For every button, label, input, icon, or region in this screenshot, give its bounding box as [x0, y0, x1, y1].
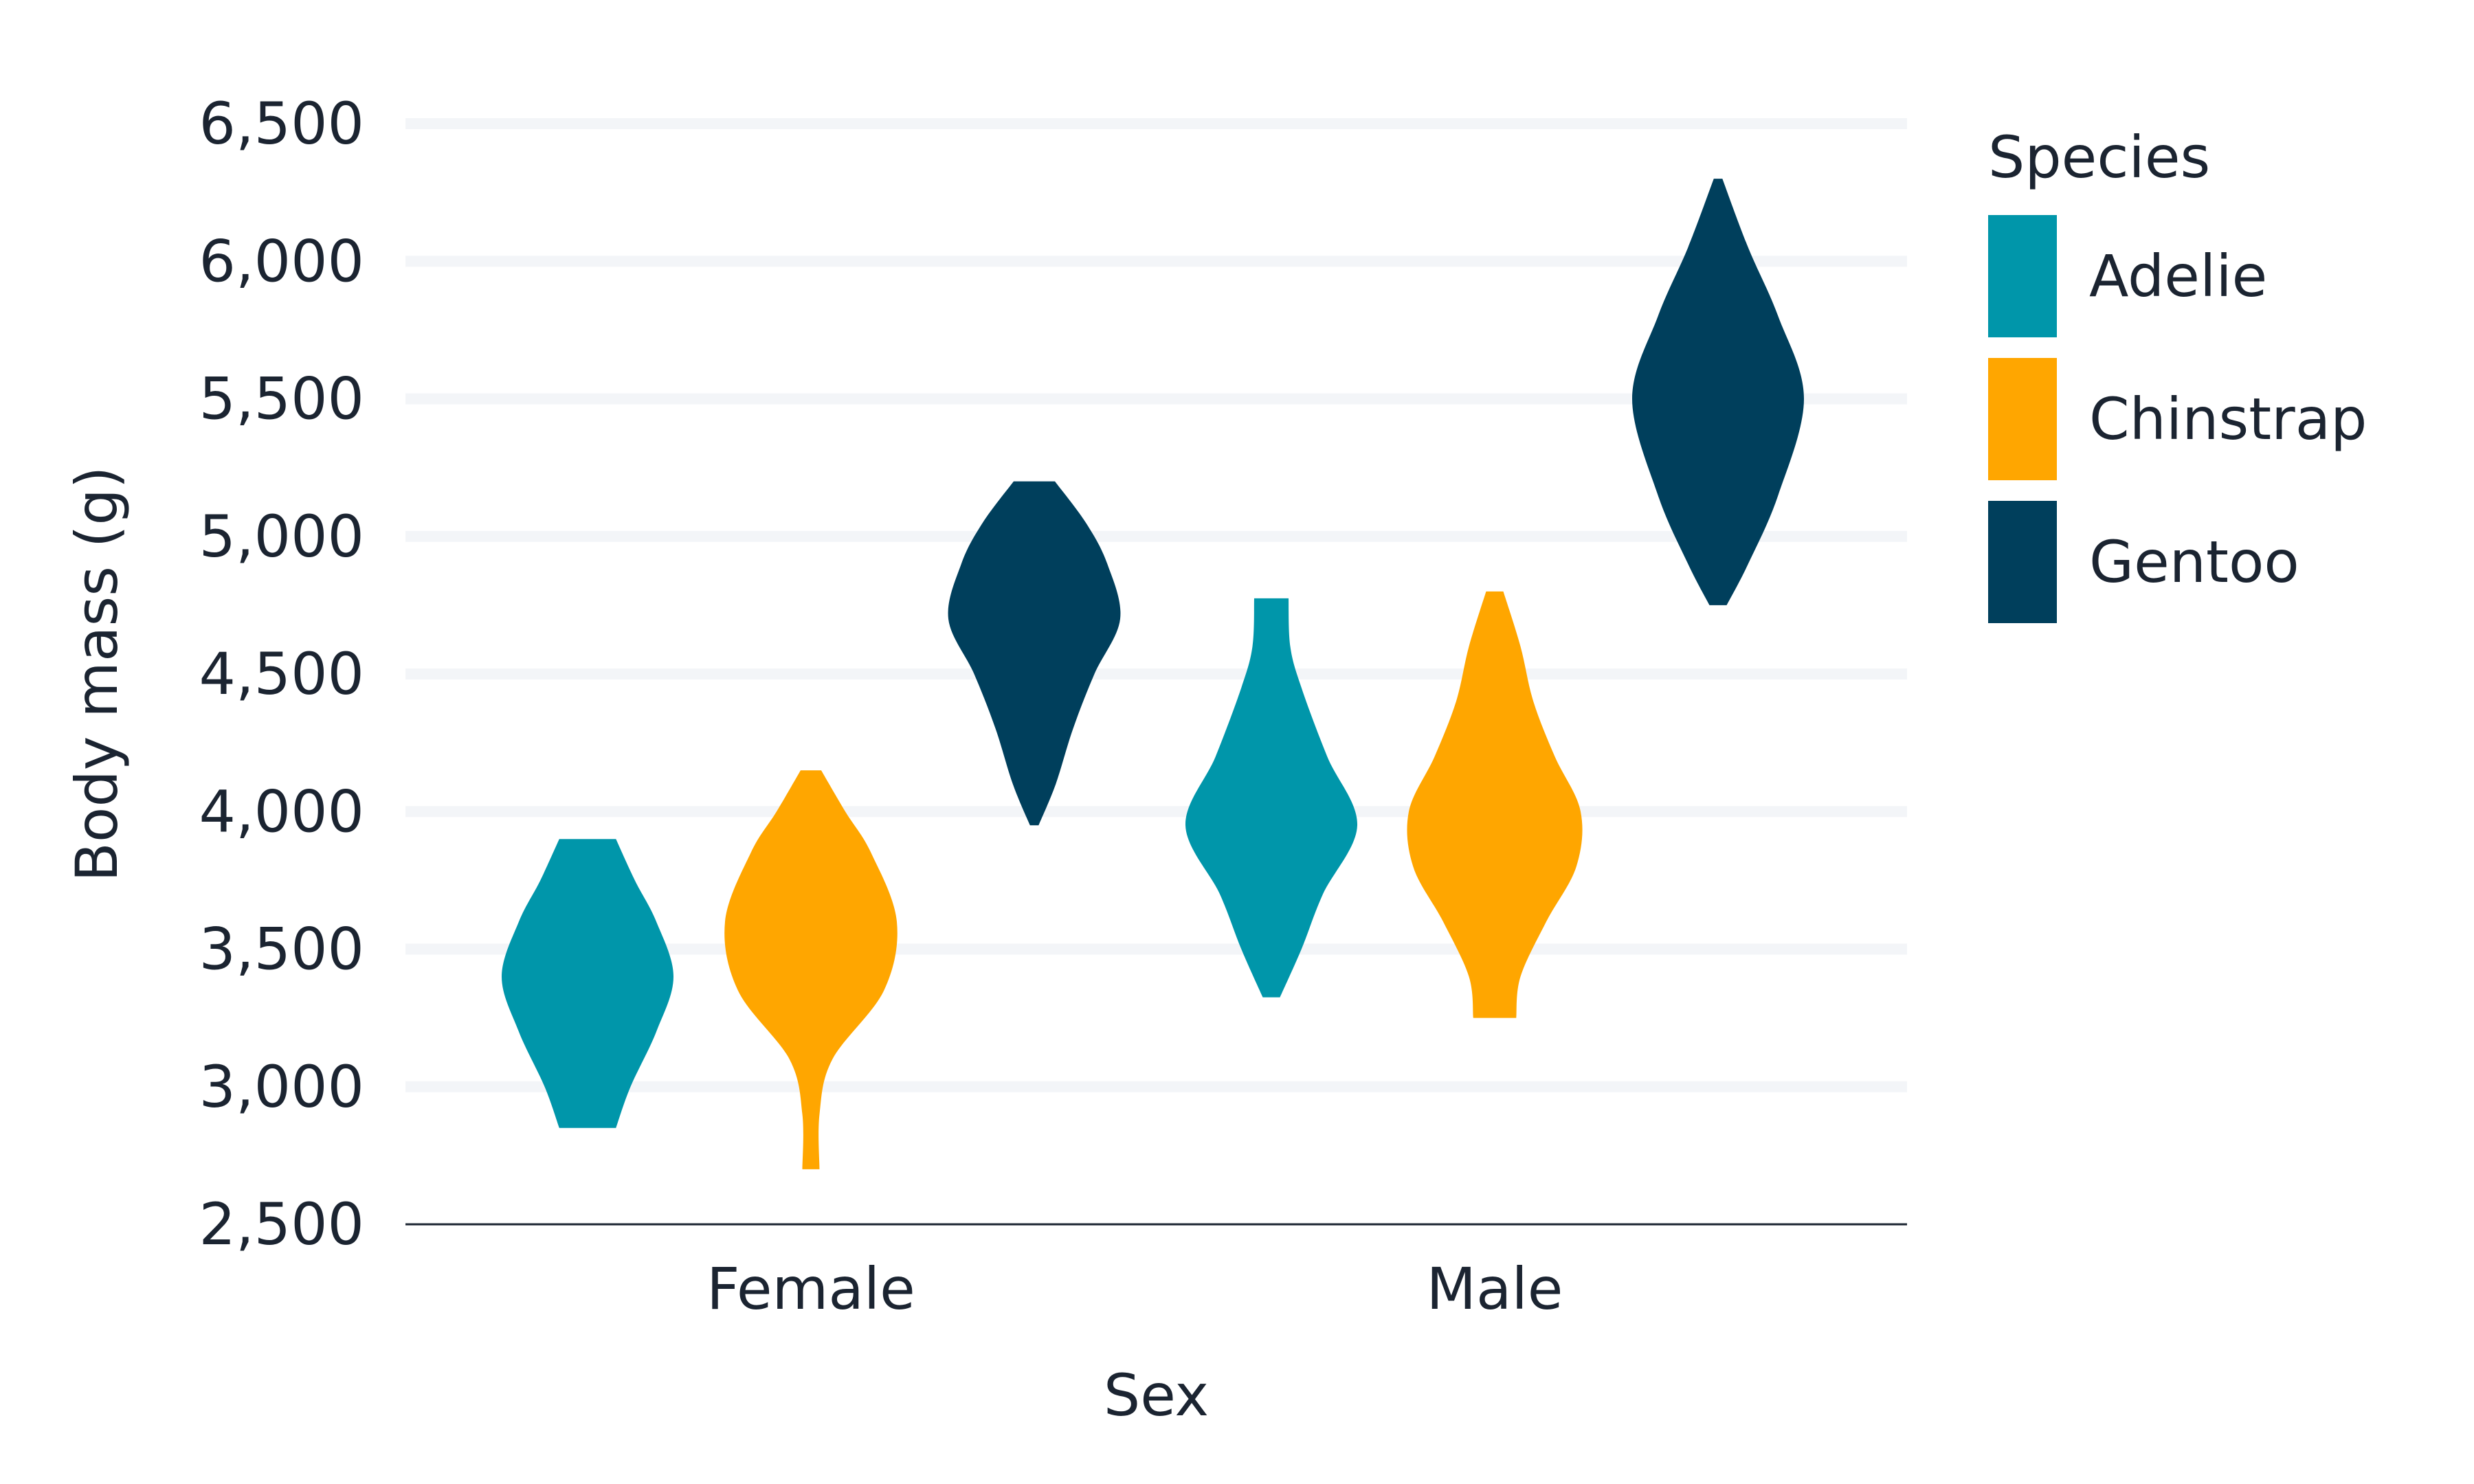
violin-adelie-male [1185, 598, 1358, 998]
y-tick-label: 6,000 [199, 227, 364, 295]
y-tick-label: 2,500 [199, 1191, 364, 1258]
legend-swatch-chinstrap [1988, 358, 2057, 480]
x-axis-title: Sex [1104, 1362, 1209, 1429]
legend-title: Species [1988, 124, 2210, 191]
violin-chinstrap-male [1407, 591, 1583, 1018]
x-tick-labels: Female Male [706, 1255, 1563, 1323]
y-tick-label: 5,000 [199, 503, 364, 570]
violin-chinstrap-female [724, 770, 898, 1169]
legend: Species Adelie Chinstrap Gentoo [1988, 124, 2367, 623]
violin-gentoo-female [948, 481, 1121, 826]
y-tick-label: 4,000 [199, 778, 364, 845]
y-tick-label: 4,500 [199, 640, 364, 708]
y-tick-label: 3,000 [199, 1053, 364, 1121]
legend-label-gentoo: Gentoo [2089, 528, 2299, 596]
violins [502, 179, 1804, 1169]
y-tick-label: 5,500 [199, 366, 364, 433]
legend-label-adelie: Adelie [2089, 243, 2267, 310]
legend-label-chinstrap: Chinstrap [2089, 385, 2367, 453]
x-tick-label: Female [706, 1255, 915, 1323]
violin-adelie-female [502, 839, 673, 1128]
y-tick-label: 6,500 [199, 90, 364, 157]
x-tick-label: Male [1427, 1255, 1563, 1323]
y-tick-labels: 2,500 3,000 3,500 4,000 4,500 5,000 5,500 6,000… [199, 90, 364, 1258]
violin-gentoo-male [1632, 179, 1804, 605]
legend-swatch-gentoo [1988, 501, 2057, 623]
legend-swatch-adelie [1988, 215, 2057, 337]
y-axis-title: Body mass (g) [63, 466, 131, 881]
y-tick-label: 3,500 [199, 916, 364, 983]
